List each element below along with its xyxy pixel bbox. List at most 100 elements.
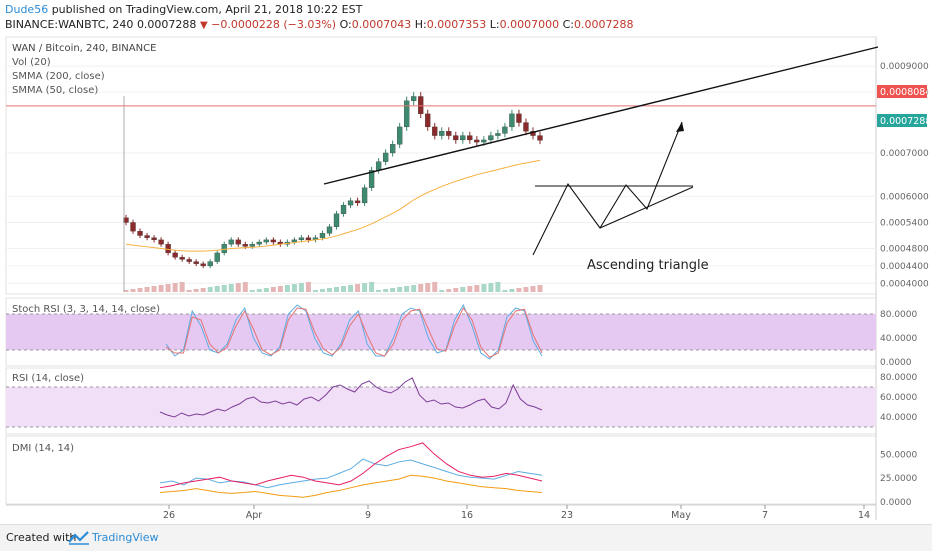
volume-bar [530,286,536,292]
volume-bar [348,285,354,292]
chart-header: Dude56 published on TradingView.com, Apr… [0,0,932,36]
rsi-tick-label: 80.0000 [880,373,917,383]
chart-canvas[interactable]: Ascending triangle WAN / Bitcoin, 240, B… [0,0,932,524]
candle-body [298,237,305,241]
candle-body [144,235,150,238]
candle-body [207,261,213,267]
volume-bar [137,288,143,292]
candle-body [495,133,501,136]
volume-bar [376,290,382,292]
legend-smma50: SMMA (50, close) [12,85,98,96]
candle-body [474,139,480,143]
volume-bar [186,290,192,292]
volume-bar [326,288,332,292]
volume-bar [369,282,375,292]
volume-bar [305,282,311,292]
volume-bar [481,284,487,292]
stoch-d-line [165,307,543,358]
candle-body [354,200,361,204]
candle-body [502,126,508,134]
dmi-tick-label: 25.0000 [880,474,917,484]
rsi-line [159,377,543,418]
volume-bar [263,288,269,292]
candle-body [418,96,424,115]
candle-body [481,139,487,143]
candle-body [172,252,178,258]
volume-bar [425,283,431,292]
volume-bar [284,285,290,292]
volume-bar [355,284,361,292]
candle-body [446,131,452,136]
candle-body [340,204,347,214]
candle-body [193,261,199,264]
legend-vol: Vol (20) [12,57,51,68]
price-change: −0.0000228 (−3.03%) [211,18,337,31]
candle-body [151,237,157,241]
candle-body [263,239,269,243]
candle-body [453,135,459,141]
low-label: L: [489,18,500,31]
volume-bar [502,290,508,292]
candle-body [200,263,206,267]
volume-bar [165,284,171,292]
candle-body [404,100,410,128]
volume-bar [341,286,347,292]
candle-body [425,113,431,128]
volume-bar [172,283,178,292]
candle-body [158,239,164,245]
volume-bar [242,282,248,292]
tradingview-brand-link[interactable]: TradingView [92,531,159,544]
dmi-tick-label: 50.0000 [880,450,917,460]
volume-bar [312,290,318,292]
volume-bar [404,286,410,292]
current-price-tag [877,114,927,127]
x-tick-label: 23 [561,510,573,521]
volume-bar [200,288,206,292]
stoch-label: Stoch RSI (3, 3, 14, 14, close) [12,304,160,315]
price-path-arrow[interactable] [532,121,683,256]
high-value: 0.0007353 [426,18,487,31]
volume-bar [516,288,522,292]
volume-bar [418,284,424,292]
volume-bar [446,289,452,292]
candle-body [537,135,543,141]
volume-bar [432,282,438,292]
di-plus-line [159,458,543,489]
volume-bar [270,287,276,292]
volume-bar [193,289,199,292]
author-link[interactable]: Dude56 [5,3,49,16]
volume-bar [383,289,389,292]
candle-body [165,244,171,254]
triangle-bottom-line[interactable] [599,186,694,229]
candle-body [256,241,262,245]
volume-bar [228,284,234,292]
candle-body [291,239,298,243]
candle-body [333,213,340,227]
candle-body [361,187,368,204]
volume-bar [390,288,396,292]
x-tick-label: 7 [762,510,768,521]
x-tick-label: 26 [163,510,175,521]
volume-bar [235,283,241,292]
price-tick-label: 0.0004400 [880,262,929,272]
candle-body [319,233,326,238]
symbol-label: BINANCE:WANBTC, 240 [5,18,134,31]
price-pane[interactable] [5,36,877,295]
last-price: 0.0007288 [136,18,197,31]
rsi-tick-label: 60.0000 [880,393,917,403]
candle-body [326,226,333,234]
candle-body [270,239,277,243]
support-trendline[interactable] [323,46,879,185]
candle-body [516,113,522,123]
candle-body [347,200,354,206]
indicator-band [6,387,876,427]
close-label: C: [562,18,574,31]
volume-bar [397,287,403,292]
tradingview-logo-icon [68,530,90,549]
price-tick-label: 0.0004800 [880,245,929,255]
x-tick-label: 16 [461,510,473,521]
candle-body [123,217,129,223]
stoch-k-line [165,303,543,360]
candle-body [389,144,396,154]
rsi-tick-label: 40.0000 [880,413,917,423]
